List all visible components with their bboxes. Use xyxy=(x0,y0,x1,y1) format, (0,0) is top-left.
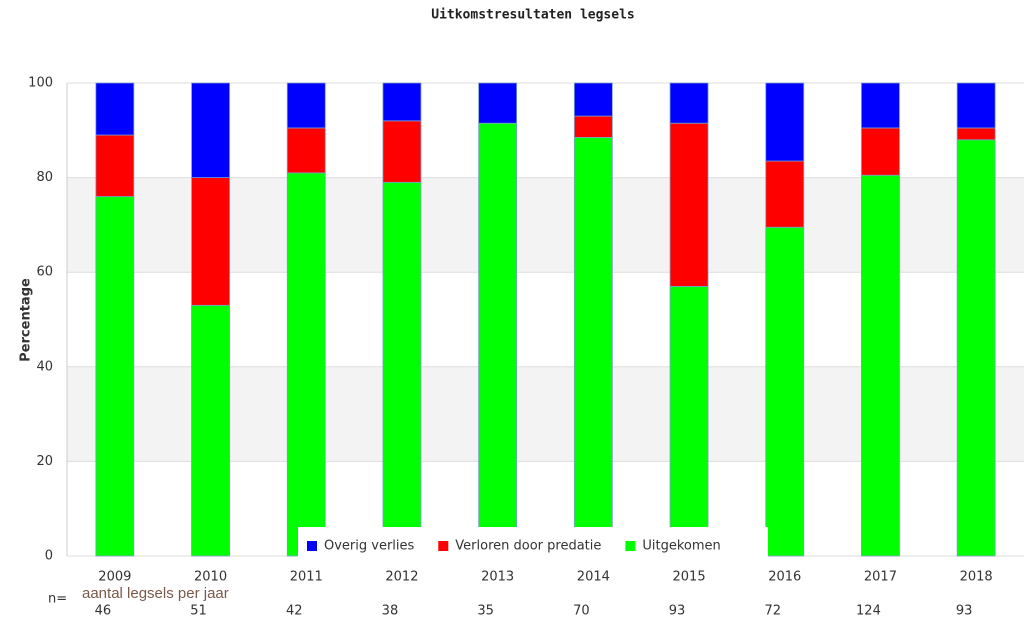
chart-title: Uitkomstresultaten legsels xyxy=(431,8,635,23)
x-tick-label: 2016 xyxy=(768,570,801,585)
legend-swatch xyxy=(307,541,317,551)
y-tick-label: 0 xyxy=(45,549,53,564)
y-axis-label: Percentage xyxy=(19,278,34,362)
bar-segment xyxy=(286,127,326,174)
bar-segment xyxy=(478,122,518,557)
count-label: 35 xyxy=(477,604,494,619)
legend-box xyxy=(298,527,768,563)
bar-segment xyxy=(956,82,996,129)
count-label: 93 xyxy=(669,604,686,619)
bar-segment xyxy=(669,82,709,124)
legend-label: Uitgekomen xyxy=(642,539,720,554)
count-label: 72 xyxy=(764,604,781,619)
bar-segment xyxy=(286,82,326,129)
legend-label: Verloren door predatie xyxy=(455,539,601,554)
count-label: 42 xyxy=(286,604,303,619)
bar-segment xyxy=(95,82,135,136)
legend-swatch xyxy=(625,541,636,551)
x-tick-label: 2011 xyxy=(290,570,323,585)
bar-segment xyxy=(478,82,518,124)
y-tick-label: 20 xyxy=(36,454,53,469)
count-label: 70 xyxy=(573,604,590,619)
n-label: n= xyxy=(48,592,67,607)
count-label: 38 xyxy=(382,604,399,619)
count-label: 46 xyxy=(95,604,112,619)
bar-segment xyxy=(191,177,230,306)
bar-segment xyxy=(573,82,613,117)
n-note: aantal legsels per jaar xyxy=(82,585,229,602)
x-tick-label: 2018 xyxy=(960,570,993,585)
bar-segment xyxy=(382,181,422,557)
bar-segment xyxy=(191,304,230,557)
x-tick-label: 2014 xyxy=(577,570,610,585)
bar-segment xyxy=(765,226,805,557)
x-tick-label: 2017 xyxy=(864,570,897,585)
x-tick-label: 2009 xyxy=(98,570,131,585)
count-label: 124 xyxy=(856,604,881,619)
bar-segment xyxy=(861,82,900,129)
bar-segment xyxy=(286,172,326,557)
bar-segment xyxy=(382,120,422,183)
bar-segment xyxy=(956,139,996,557)
bar-segment xyxy=(765,160,805,228)
x-tick-label: 2012 xyxy=(385,570,418,585)
bar-segment xyxy=(95,134,135,197)
y-tick-label: 100 xyxy=(28,76,53,91)
bar-segment xyxy=(861,127,900,176)
x-tick-label: 2013 xyxy=(481,570,514,585)
bar-segment xyxy=(573,136,613,557)
bar-segment xyxy=(191,82,230,178)
legend-swatch xyxy=(438,541,449,551)
y-tick-label: 40 xyxy=(36,359,53,374)
x-tick-label: 2015 xyxy=(673,570,706,585)
bar-segment xyxy=(95,196,135,557)
bar-segment xyxy=(765,82,805,162)
legend-label: Overig verlies xyxy=(324,539,415,554)
bar-segment xyxy=(669,122,709,287)
bar-segment xyxy=(669,285,709,557)
count-label: 93 xyxy=(956,604,973,619)
y-tick-label: 60 xyxy=(36,265,53,280)
bar-segment xyxy=(861,174,900,557)
y-tick-label: 80 xyxy=(36,170,53,185)
bar-segment xyxy=(956,127,996,141)
legend: Overig verlies Verloren door predatie Uitg… xyxy=(298,527,768,563)
count-label: 51 xyxy=(190,604,207,619)
x-tick-label: 2010 xyxy=(194,570,227,585)
bar-segment xyxy=(573,115,613,138)
bar-segment xyxy=(382,82,422,122)
